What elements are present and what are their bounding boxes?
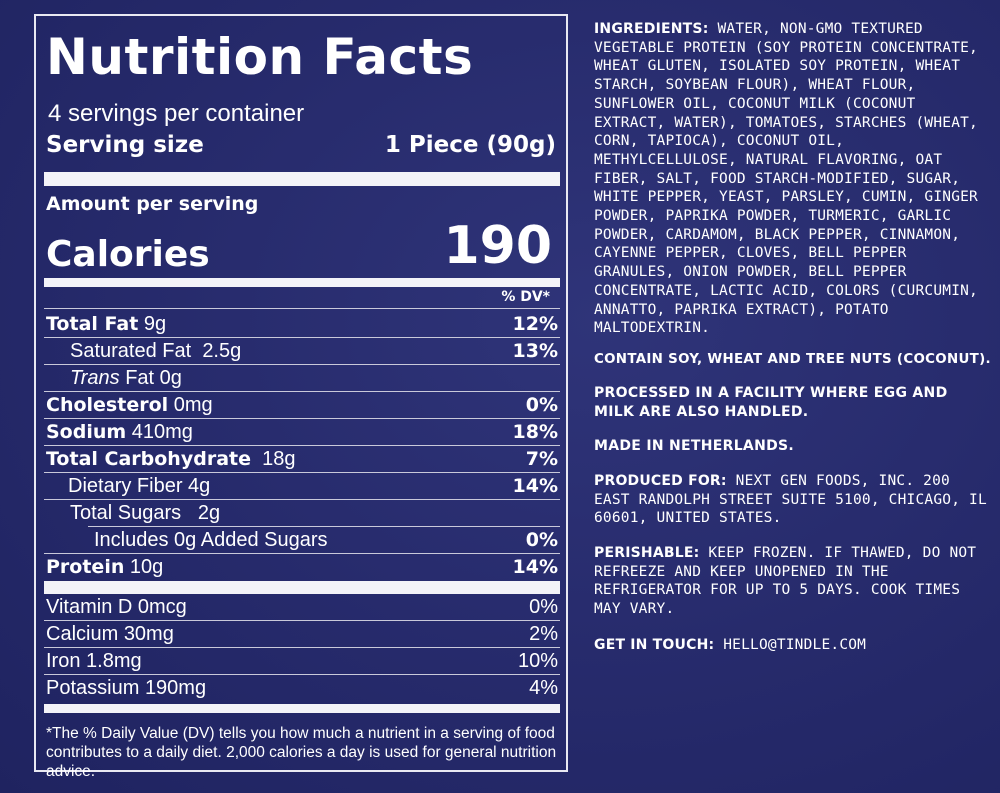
thick-divider xyxy=(44,172,560,186)
thick-divider xyxy=(44,581,560,594)
vitamin-row-iron: Iron 1.8mg 10% xyxy=(46,648,558,674)
serving-size-value: 1 Piece (90g) xyxy=(384,132,556,158)
vitamin-dv: 10% xyxy=(517,649,558,672)
nutrient-dv: 0% xyxy=(525,394,558,416)
nutrient-row-total-carbohydrate: Total Carbohydrate 18g 7% xyxy=(46,446,558,472)
nutrient-name: Dietary Fiber xyxy=(68,474,183,497)
vitamin-row-vitamin-d: Vitamin D 0mcg 0% xyxy=(46,594,558,620)
daily-value-footnote: *The % Daily Value (DV) tells you how mu… xyxy=(46,725,557,780)
vitamin-amount: 1.8mg xyxy=(86,649,142,672)
contact-label: GET IN TOUCH: xyxy=(594,637,715,653)
row-divider xyxy=(44,553,560,554)
nutrient-dv: 13% xyxy=(512,340,558,362)
contact-block: GET IN TOUCH: HELLO@TINDLE.COM xyxy=(594,636,994,655)
perishable-text: KEEP FROZEN. IF THAWED, DO NOT REFREEZE … xyxy=(594,545,977,618)
amount-per-serving: Amount per serving xyxy=(46,193,259,215)
allergen-statement: CONTAIN SOY, WHEAT AND TREE NUTS (COCONU… xyxy=(594,352,991,367)
row-divider xyxy=(44,647,560,648)
vitamin-dv: 2% xyxy=(529,622,558,645)
nutrient-row-total-sugars: Total Sugars 2g xyxy=(46,500,558,526)
nutrient-row-saturated-fat: Saturated Fat 2.5g 13% xyxy=(46,338,558,364)
row-divider xyxy=(44,472,560,473)
nutrient-amount: 9g xyxy=(143,312,167,335)
nutrient-row-protein: Protein 10g 14% xyxy=(46,554,558,580)
vitamin-row-calcium: Calcium 30mg 2% xyxy=(46,621,558,647)
serving-size-row: Serving size 1 Piece (90g) xyxy=(46,132,556,158)
nutrient-amount: 0g xyxy=(159,366,182,389)
nutrient-amount: 10g xyxy=(129,555,164,578)
vitamin-dv: 4% xyxy=(529,676,558,699)
vitamin-amount: 0mcg xyxy=(137,595,187,618)
nutrient-row-dietary-fiber: Dietary Fiber 4g 14% xyxy=(46,473,558,499)
perishable-label: PERISHABLE: xyxy=(594,545,700,561)
ingredients-label: INGREDIENTS: xyxy=(594,21,709,37)
nutrient-name: Saturated Fat xyxy=(70,339,192,362)
nutrient-row-total-fat: Total Fat 9g 12% xyxy=(46,311,558,337)
nutrient-row-trans-fat: Trans Fat 0g xyxy=(46,365,558,391)
nutrient-dv: 7% xyxy=(525,448,558,470)
nutrient-amount: 410mg xyxy=(131,420,193,443)
nutrient-name: Protein xyxy=(46,555,125,578)
vitamin-name: Vitamin D xyxy=(46,595,133,618)
produced-for-text: NEXT GEN FOODS, INC. 200 EAST RANDOLPH S… xyxy=(594,473,987,527)
nutrition-facts-panel: Nutrition Facts 4 servings per container… xyxy=(34,14,568,780)
nutrient-name: Trans xyxy=(70,366,120,389)
row-divider xyxy=(44,418,560,419)
nutrient-amount: 18g xyxy=(262,447,296,470)
nutrient-dv: 12% xyxy=(512,313,558,335)
nutrient-name: Includes 0g Added Sugars xyxy=(94,528,328,551)
calories-value: 190 xyxy=(443,216,552,276)
daily-value-header: % DV* xyxy=(501,289,550,305)
serving-size-label: Serving size xyxy=(46,132,204,158)
nutrient-amount: 0mg xyxy=(173,393,213,416)
calories-label: Calories xyxy=(46,234,210,275)
medium-divider xyxy=(44,704,560,713)
nutrient-dv: 14% xyxy=(512,556,558,578)
vitamin-name: Iron xyxy=(46,649,81,672)
ingredients-block: INGREDIENTS: WATER, NON-GMO TEXTURED VEG… xyxy=(594,20,994,338)
vitamin-amount: 30mg xyxy=(123,622,174,645)
nutrient-amount: 2g xyxy=(197,501,221,524)
row-divider xyxy=(44,620,560,621)
vitamin-name: Calcium xyxy=(46,622,119,645)
facility-statement: PROCESSED IN A FACILITY WHERE EGG AND MI… xyxy=(594,385,948,420)
nutrient-amount: 2.5g xyxy=(202,339,242,362)
nutrient-name: Total Sugars xyxy=(70,501,182,524)
produced-for-block: PRODUCED FOR: NEXT GEN FOODS, INC. 200 E… xyxy=(594,472,994,528)
nutrient-dv: 18% xyxy=(512,421,558,443)
nutrient-row-sodium: Sodium 410mg 18% xyxy=(46,419,558,445)
nutrient-name: Sodium xyxy=(46,420,127,443)
nutrition-title: Nutrition Facts xyxy=(46,28,474,86)
vitamin-name: Potassium xyxy=(46,676,140,699)
row-divider xyxy=(44,308,560,309)
vitamin-dv: 0% xyxy=(529,595,558,618)
vitamin-amount: 190mg xyxy=(144,676,207,699)
produced-for-label: PRODUCED FOR: xyxy=(594,473,727,489)
medium-divider xyxy=(44,278,560,287)
nutrient-name-rest: Fat xyxy=(125,366,155,389)
servings-per-container: 4 servings per container xyxy=(48,100,305,127)
perishable-block: PERISHABLE: KEEP FROZEN. IF THAWED, DO N… xyxy=(594,544,994,619)
nutrient-amount: 4g xyxy=(188,474,211,497)
nutrient-row-cholesterol: Cholesterol 0mg 0% xyxy=(46,392,558,418)
row-divider xyxy=(44,364,560,365)
nutrient-row-added-sugars: Includes 0g Added Sugars 0% xyxy=(46,527,558,553)
row-divider xyxy=(44,499,560,500)
nutrient-dv: 14% xyxy=(512,475,558,497)
ingredients-text: WATER, NON-GMO TEXTURED VEGETABLE PROTEI… xyxy=(594,21,978,337)
nutrient-name: Total Carbohydrate xyxy=(46,447,251,470)
vitamin-row-potassium: Potassium 190mg 4% xyxy=(46,675,558,701)
row-divider xyxy=(44,445,560,446)
nutrient-dv: 0% xyxy=(525,529,558,551)
nutrient-name: Total Fat xyxy=(46,312,139,335)
row-divider xyxy=(44,391,560,392)
nutrient-name: Cholesterol xyxy=(46,393,169,416)
row-divider xyxy=(44,337,560,338)
contact-email: HELLO@TINDLE.COM xyxy=(723,637,867,653)
row-divider xyxy=(88,526,560,527)
row-divider xyxy=(44,674,560,675)
country-of-origin: MADE IN NETHERLANDS. xyxy=(594,438,795,454)
